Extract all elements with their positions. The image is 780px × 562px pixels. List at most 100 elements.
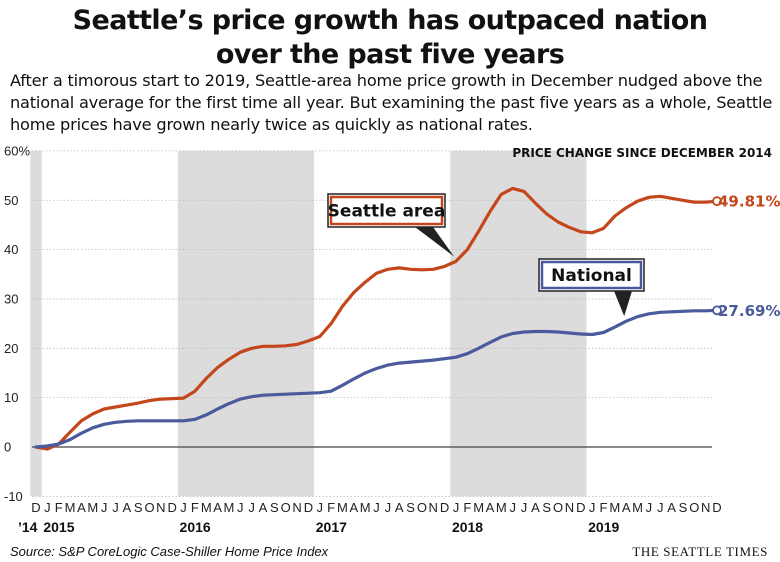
series-line-0 [34, 186, 719, 451]
callout-pointer [614, 291, 632, 317]
x-month-label: J [589, 500, 596, 515]
x-month-label: F [55, 500, 63, 515]
x-month-label: D [304, 500, 313, 515]
x-month-label: O [689, 500, 699, 515]
x-month-label: M [496, 500, 507, 515]
x-month-label: O [144, 500, 154, 515]
x-month-label: A [213, 500, 222, 515]
shaded-band-1 [177, 150, 315, 497]
subtitle-line-2: national average for the first time all … [10, 93, 773, 112]
title-line-1: Seattle’s price growth has outpaced nati… [72, 5, 708, 36]
x-month-label: D [168, 500, 177, 515]
gridlines [32, 150, 712, 497]
x-month-label: F [327, 500, 335, 515]
x-month-label: D [440, 500, 449, 515]
x-month-label: A [122, 500, 131, 515]
series-name-label: National [551, 266, 632, 286]
x-month-label: J [521, 500, 528, 515]
x-month-label: A [349, 500, 358, 515]
x-month-label: M [87, 500, 98, 515]
source-note: Source: S&P CoreLogic Case-Shiller Home … [10, 544, 329, 559]
x-month-label: M [609, 500, 620, 515]
x-year-label: 2016 [180, 519, 211, 535]
subtitle-line-1: After a timorous start to 2019, Seattle-… [10, 71, 763, 90]
x-month-label: J [373, 500, 380, 515]
x-month-label: O [417, 500, 427, 515]
x-month-label: N [565, 500, 574, 515]
shaded-band-2 [450, 150, 587, 497]
subtitle-line-3: home prices have grown nearly twice as q… [10, 115, 533, 134]
series-name-label: Seattle area [328, 202, 446, 222]
shaded-year-bands [30, 150, 587, 497]
x-month-label: J [237, 500, 244, 515]
x-year-label: 2018 [452, 519, 483, 535]
x-month-label: M [473, 500, 484, 515]
y-tick-label: 0 [4, 440, 11, 455]
y-tick-label: 20 [4, 341, 18, 356]
x-month-label: D [31, 500, 40, 515]
x-month-label: J [44, 500, 51, 515]
x-month-label: F [600, 500, 608, 515]
callout-box-inner [329, 195, 444, 226]
x-month-label: J [317, 500, 324, 515]
x-year-label: 2017 [316, 519, 347, 535]
x-month-label: M [65, 500, 76, 515]
x-month-label: A [622, 500, 631, 515]
y-tick-label: 10 [4, 390, 18, 405]
x-month-label: J [657, 500, 664, 515]
chart-header-label: PRICE CHANGE SINCE DECEMBER 2014 [512, 146, 772, 160]
x-month-label: F [463, 500, 471, 515]
x-month-label: M [224, 500, 235, 515]
x-year-label: ’14 [18, 519, 38, 535]
x-month-label: A [77, 500, 86, 515]
chart-subtitle: After a timorous start to 2019, Seattle-… [10, 70, 775, 136]
x-month-label: S [270, 500, 279, 515]
x-month-label: J [101, 500, 108, 515]
x-month-label: J [112, 500, 119, 515]
x-month-label: D [576, 500, 585, 515]
callout-box [327, 193, 446, 228]
series-line-1 [34, 308, 719, 449]
x-month-label: J [509, 500, 516, 515]
series-end-value: 49.81% [718, 193, 780, 211]
x-month-label: D [712, 500, 721, 515]
x-month-label: J [248, 500, 255, 515]
x-month-label: A [531, 500, 540, 515]
x-year-label: 2015 [43, 519, 74, 535]
series-end-value: 27.69% [718, 302, 780, 320]
y-tick-label: 40 [4, 242, 18, 257]
x-month-label: S [134, 500, 143, 515]
x-month-label: M [201, 500, 212, 515]
callout-pointer [415, 227, 454, 257]
chart-title: Seattle’s price growth has outpaced nati… [0, 4, 780, 72]
x-month-label: J [453, 500, 460, 515]
x-month-label: O [281, 500, 291, 515]
series-end-marker [712, 305, 722, 316]
x-month-label: S [406, 500, 415, 515]
x-month-label: N [701, 500, 710, 515]
x-month-label: O [553, 500, 563, 515]
callout-box [538, 258, 645, 292]
y-tick-label: -10 [4, 489, 23, 504]
shaded-band-0 [30, 150, 42, 497]
y-tick-label: 30 [4, 291, 18, 306]
x-month-label: M [360, 500, 371, 515]
x-month-label: F [191, 500, 199, 515]
series-lines: 49.81% 27.69% [34, 186, 780, 451]
series-annotations: Seattle area National [327, 193, 645, 317]
x-month-label: M [337, 500, 348, 515]
x-month-label: A [395, 500, 404, 515]
y-axis-tick-labels: 60% 50 40 30 20 10 0 -10 [4, 143, 30, 503]
x-month-label: A [667, 500, 676, 515]
y-tick-label: 60% [4, 143, 30, 158]
x-month-label: M [632, 500, 643, 515]
x-month-label: S [679, 500, 688, 515]
x-month-label: N [156, 500, 165, 515]
publisher-logo: THE SEATTLE TIMES [632, 544, 768, 559]
x-month-label: A [259, 500, 268, 515]
x-month-label: N [292, 500, 301, 515]
x-month-label: A [486, 500, 495, 515]
x-axis-year-labels: ’14 2015 2016 2017 2018 2019 [18, 519, 620, 535]
series-end-marker [712, 196, 722, 207]
